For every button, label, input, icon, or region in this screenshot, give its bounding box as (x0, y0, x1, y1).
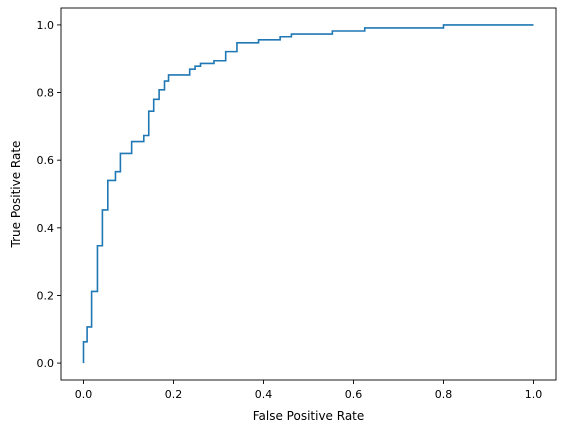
y-tick-label: 0.0 (37, 357, 55, 370)
roc-curve-line (82, 24, 534, 364)
x-axis-label: False Positive Rate (253, 409, 365, 423)
y-tick-label: 0.8 (37, 87, 55, 100)
y-tick-label: 1.0 (37, 19, 55, 32)
x-tick-label: 1.0 (525, 388, 543, 401)
y-tick-label: 0.4 (37, 222, 55, 235)
y-tick-label: 0.2 (37, 289, 55, 302)
y-tick-label: 0.6 (37, 154, 55, 167)
x-tick-label: 0.2 (165, 388, 183, 401)
x-tick-label: 0.0 (75, 388, 93, 401)
y-axis-ticks: 0.0 0.2 0.4 0.6 0.8 1.0 (37, 19, 61, 370)
x-tick-label: 0.6 (345, 388, 363, 401)
x-axis-ticks: 0.0 0.2 0.4 0.6 0.8 1.0 (75, 380, 543, 401)
x-tick-label: 0.4 (255, 388, 273, 401)
y-axis-label: True Positive Rate (9, 141, 23, 249)
axes-frame (60, 7, 557, 381)
x-tick-label: 0.8 (435, 388, 453, 401)
